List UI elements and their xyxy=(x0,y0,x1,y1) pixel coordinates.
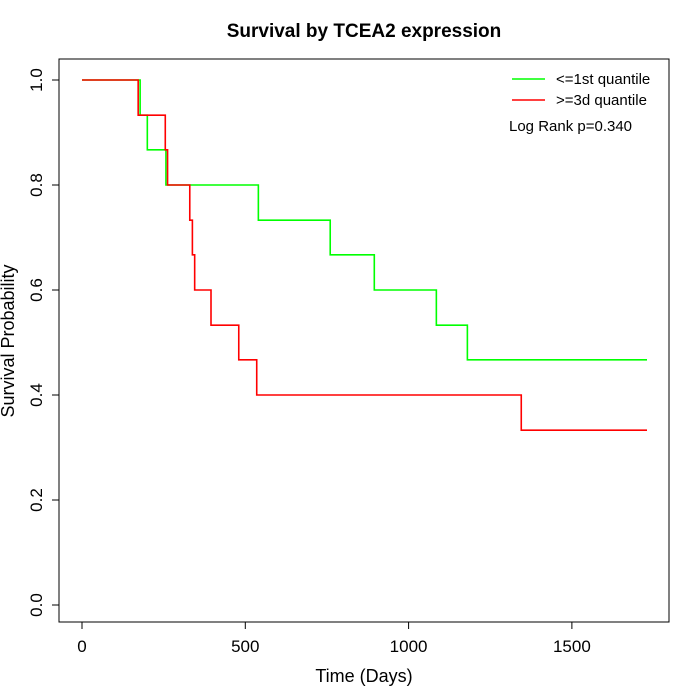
y-tick-label: 0.0 xyxy=(27,593,46,617)
series-line-1 xyxy=(82,79,647,431)
legend-label: <=1st quantile xyxy=(556,71,650,88)
x-tick-label: 1000 xyxy=(390,637,428,656)
y-tick-label: 0.6 xyxy=(27,278,46,302)
y-axis-label: Survival Probability xyxy=(0,264,18,417)
x-axis-label: Time (Days) xyxy=(315,666,412,686)
x-tick-label: 0 xyxy=(77,637,86,656)
y-tick-label: 0.4 xyxy=(27,383,46,407)
legend-label: >=3d quantile xyxy=(556,92,647,109)
plot-frame xyxy=(58,58,670,623)
x-tick-label: 500 xyxy=(231,637,259,656)
y-tick-label: 0.8 xyxy=(27,173,46,197)
y-tick-label: 1.0 xyxy=(27,68,46,92)
log-rank-annotation: Log Rank p=0.340 xyxy=(509,118,632,135)
chart-title: Survival by TCEA2 expression xyxy=(227,21,502,42)
y-tick-label: 0.2 xyxy=(27,488,46,512)
x-tick-label: 1500 xyxy=(553,637,591,656)
